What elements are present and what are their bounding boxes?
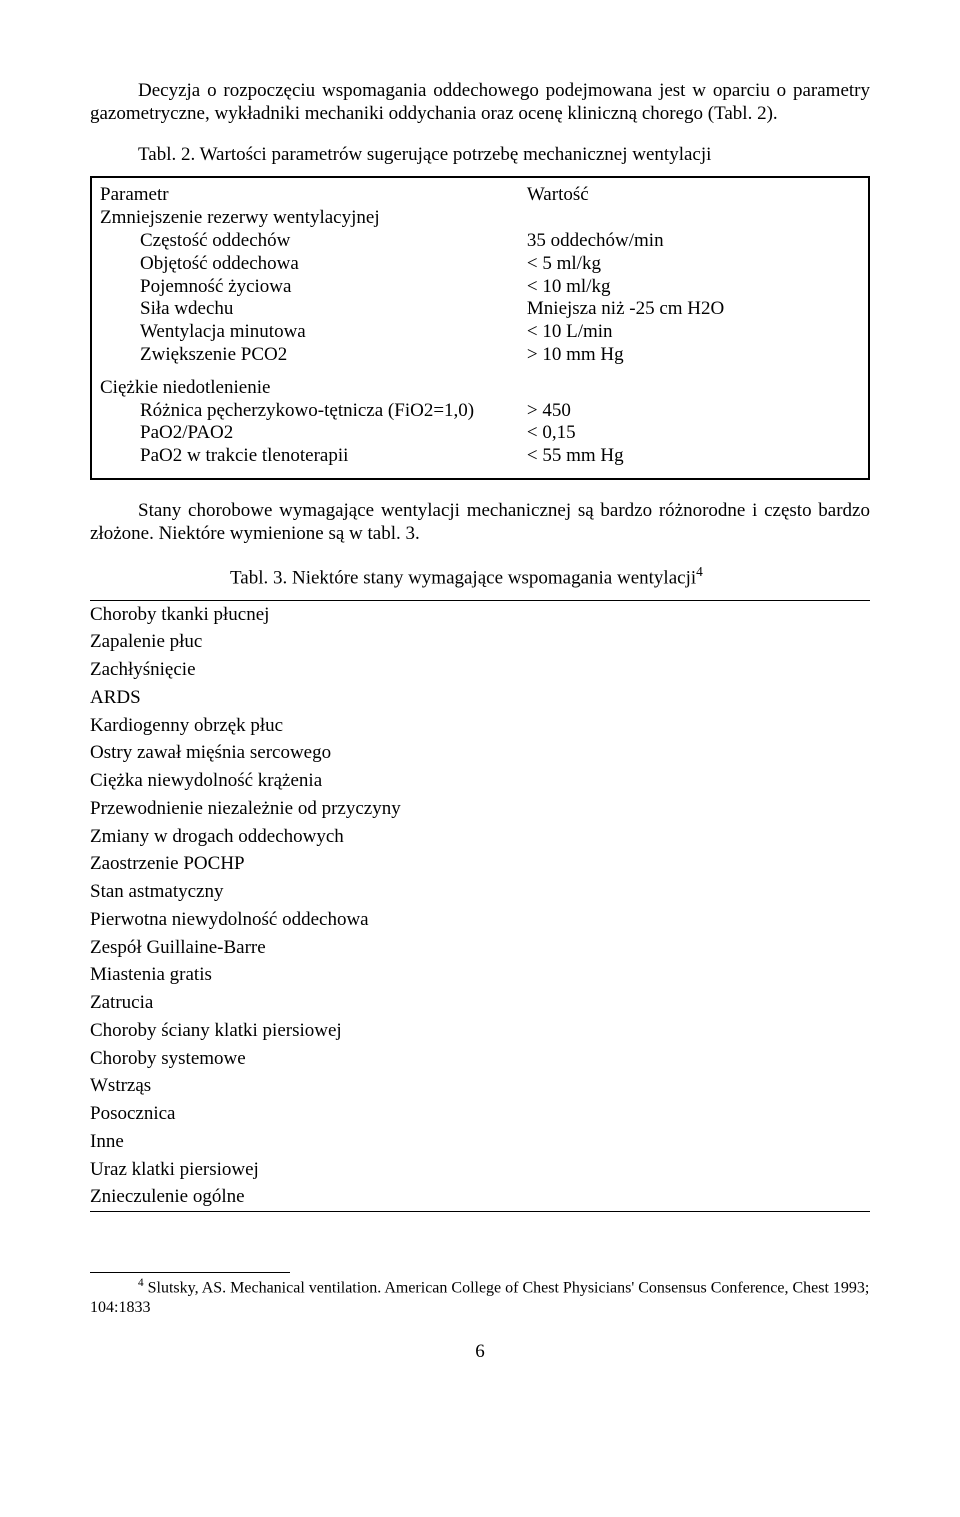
t3-item-4: Kardiogenny obrzęk płuc <box>90 712 870 740</box>
footnote: 4 Slutsky, AS. Mechanical ventilation. A… <box>90 1277 870 1317</box>
table2-rowA3-r: Mniejsza niż -25 cm H2O <box>527 298 724 319</box>
table2-rowB0-r: > 450 <box>527 400 571 421</box>
t3-item-10: Stan astmatyczny <box>90 878 870 906</box>
table2-groupA-title: Zmniejszenie rezerwy wentylacyjnej <box>100 207 380 228</box>
table2-rowA3-l: Siła wdechu <box>100 298 511 321</box>
t3-item-7: Przewodnienie niezależnie od przyczyny <box>90 795 870 823</box>
table2-rowB0-l: Różnica pęcherzykowo-tętnicza (FiO2=1,0) <box>100 400 511 423</box>
table3: Choroby tkanki płucnej Zapalenie płuc Za… <box>90 600 870 1213</box>
t3-item-21: Znieczulenie ogólne <box>90 1183 870 1211</box>
t3-item-3: ARDS <box>90 684 870 712</box>
table2-rowA2-l: Pojemność życiowa <box>100 276 511 299</box>
t3-item-1: Zapalenie płuc <box>90 628 870 656</box>
t3-item-17: Wstrząs <box>90 1072 870 1100</box>
footnote-text: Slutsky, AS. Mechanical ventilation. Ame… <box>90 1280 869 1316</box>
table2-rowA5-r: > 10 mm Hg <box>527 344 624 365</box>
table3-caption: Tabl. 3. Niektóre stany wymagające wspom… <box>90 564 870 590</box>
mid-paragraph: Stany chorobowe wymagające wentylacji me… <box>90 500 870 546</box>
table2-rowB2-r: < 55 mm Hg <box>527 445 624 466</box>
t3-item-2: Zachłyśnięcie <box>90 656 870 684</box>
table3-caption-sup: 4 <box>696 564 703 579</box>
t3-item-19: Inne <box>90 1128 870 1156</box>
table2-header-left: Parametr <box>100 184 169 205</box>
t3-item-15: Choroby ściany klatki piersiowej <box>90 1017 870 1045</box>
page-number: 6 <box>90 1341 870 1364</box>
table3-caption-text: Tabl. 3. Niektóre stany wymagające wspom… <box>230 567 696 588</box>
table2-rowA2-r: < 10 ml/kg <box>527 276 611 297</box>
table2-rowA0-r: 35 oddechów/min <box>527 230 664 251</box>
t3-item-18: Posocznica <box>90 1100 870 1128</box>
t3-item-5: Ostry zawał mięśnia sercowego <box>90 739 870 767</box>
t3-item-12: Zespół Guillaine-Barre <box>90 934 870 962</box>
table2-caption: Tabl. 2. Wartości parametrów sugerujące … <box>90 144 870 167</box>
t3-item-16: Choroby systemowe <box>90 1045 870 1073</box>
table2-rowA4-r: < 10 L/min <box>527 321 613 342</box>
table2-rowA1-r: < 5 ml/kg <box>527 253 601 274</box>
table2-rowA4-l: Wentylacja minutowa <box>100 321 511 344</box>
table2-rowB2-l: PaO2 w trakcie tlenoterapii <box>100 445 511 468</box>
t3-item-9: Zaostrzenie POCHP <box>90 850 870 878</box>
t3-item-20: Uraz klatki piersiowej <box>90 1156 870 1184</box>
t3-item-13: Miastenia gratis <box>90 961 870 989</box>
table2-rowA1-l: Objętość oddechowa <box>100 253 511 276</box>
footnote-rule <box>90 1272 290 1273</box>
table2-rowA5-l: Zwiększenie PCO2 <box>100 344 511 367</box>
table2-header-right: Wartość <box>527 184 589 205</box>
table2-rowB1-l: PaO2/PAO2 <box>100 422 511 445</box>
intro-paragraph: Decyzja o rozpoczęciu wspomagania oddech… <box>90 80 870 126</box>
t3-item-6: Ciężka niewydolność krążenia <box>90 767 870 795</box>
t3-item-8: Zmiany w drogach oddechowych <box>90 823 870 851</box>
table2-rowA0-l: Częstość oddechów <box>100 230 511 253</box>
t3-item-11: Pierwotna niewydolność oddechowa <box>90 906 870 934</box>
table2: Parametr Zmniejszenie rezerwy wentylacyj… <box>90 176 870 480</box>
t3-item-14: Zatrucia <box>90 989 870 1017</box>
table2-groupB-title: Ciężkie niedotlenienie <box>100 377 270 398</box>
table2-rowB1-r: < 0,15 <box>527 422 576 443</box>
t3-item-0: Choroby tkanki płucnej <box>90 600 870 628</box>
